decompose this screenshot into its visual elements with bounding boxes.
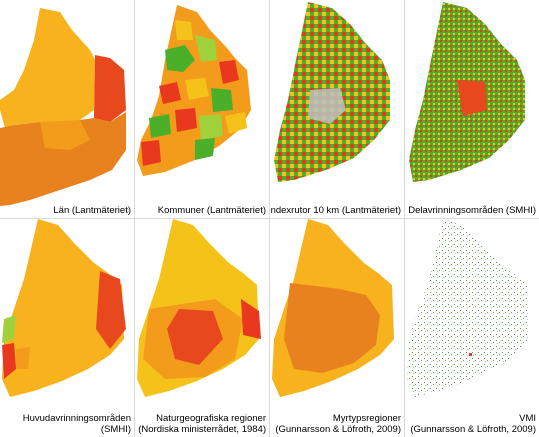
- caption-delavrinning: Delavrinningsområden (SMHI): [408, 205, 536, 216]
- divider: [0, 218, 539, 219]
- caption-huvudavrinning: Huvudavrinningsområden (SMHI): [22, 413, 131, 435]
- map-panel-delavrinning: Delavrinningsområden (SMHI): [405, 0, 539, 218]
- caption-lan: Län (Lantmäteriet): [53, 205, 131, 216]
- naturgeografiska-map: [137, 219, 261, 397]
- caption-vmi: VMI (Gunnarsson & Löfroth, 2009): [410, 413, 536, 435]
- caption-indexrutor: Indexrutor 10 km (Lantmäteriet): [270, 205, 401, 216]
- huvudavrinning-map: [2, 219, 126, 397]
- map-panel-naturgeografiska: Naturgeografiska regioner (Nordiska mini…: [135, 219, 269, 437]
- map-panel-kommuner: Kommuner (Lantmäteriet): [135, 0, 269, 218]
- vmi-map: [407, 219, 529, 397]
- myrtyps-map: [272, 219, 394, 397]
- map-panel-indexrutor: Indexrutor 10 km (Lantmäteriet): [270, 0, 404, 218]
- map-panel-lan: Län (Lantmäteriet): [0, 0, 134, 218]
- delavrinning-map: [409, 2, 525, 182]
- caption-kommuner: Kommuner (Lantmäteriet): [157, 205, 266, 216]
- map-panel-huvudavrinning: Huvudavrinningsområden (SMHI): [0, 219, 134, 437]
- indexrutor-map: [274, 2, 390, 182]
- map-panel-myrtyps: Myrtypsregioner (Gunnarsson & Löfroth, 2…: [270, 219, 404, 437]
- kommuner-map: [137, 5, 251, 176]
- caption-naturgeografiska: Naturgeografiska regioner (Nordiska mini…: [138, 413, 266, 435]
- lan-map: [0, 8, 126, 206]
- map-panel-vmi: VMI (Gunnarsson & Löfroth, 2009): [405, 219, 539, 437]
- caption-myrtyps: Myrtypsregioner (Gunnarsson & Löfroth, 2…: [275, 413, 401, 435]
